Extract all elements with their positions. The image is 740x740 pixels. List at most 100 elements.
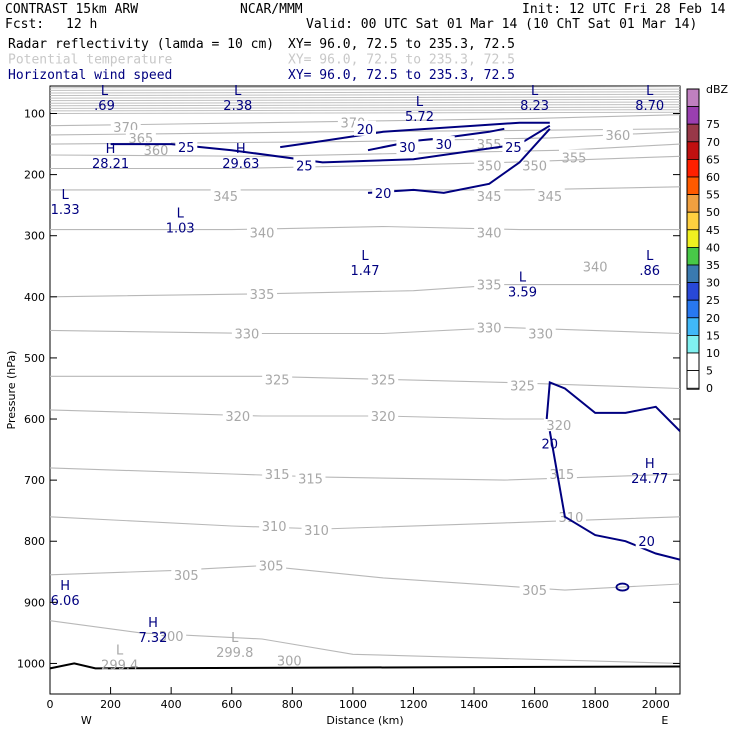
theta-label: 305 [259,560,284,575]
wind-line-20 [280,121,550,149]
theta-label-bg [543,417,574,433]
marker-value: 3.59 [508,286,537,301]
wind-line-20 [367,128,551,194]
theta-label-bg [546,466,577,482]
colorbar-level: 35 [706,259,720,272]
marker-value: 1.03 [166,221,195,236]
theta-line-330 [50,326,680,335]
y-tick-label: 500 [24,352,45,365]
marker-kind: L [646,249,654,264]
theta-label-bg [295,470,326,486]
x-tick-label: 200 [100,698,121,711]
colorbar-level: 15 [706,329,720,342]
wind-label-bg [538,435,561,451]
marker-value: 24.77 [631,472,668,487]
theta-label-bg [368,407,399,423]
theta-label: 330 [477,321,502,336]
wind-closed-contour [615,582,630,592]
theta-label: 305 [522,584,547,599]
theta-line-335 [50,284,680,298]
colorbar-swatch [686,264,700,284]
x-axis-label: Distance (km) [326,714,403,727]
colorbar-level: 20 [706,312,720,325]
model-title: CONTRAST 15km ARW [5,2,138,17]
colorbar-swatch [686,211,700,231]
theta-label: 355 [562,151,587,166]
marker-value: 28.21 [92,157,129,172]
theta-label-bg [519,582,550,598]
wind-label: 20 [357,123,374,138]
marker-kind: H [60,579,70,594]
colorbar-level: 45 [706,224,720,237]
colorbar-frame [686,88,700,390]
upper-theta-bundle [50,86,680,114]
theta-label: 335 [250,288,275,303]
theta-label-bg [141,142,172,158]
marker-kind: L [177,206,185,221]
theta-label: 335 [477,279,502,294]
wind-label: 20 [375,187,392,202]
colorbar-swatch [686,194,700,213]
theta-label: 310 [559,511,584,526]
theta-label-bg [222,407,253,423]
theta-label: 325 [510,379,535,394]
field-name-0: Radar reflectivity (lamda = 10 cm) [8,37,274,52]
wind-line-20 [545,380,680,432]
x-tick-label: 1200 [399,698,427,711]
marker-value: 8.23 [520,99,549,114]
theta-label-bg [171,566,202,582]
wind-label-bg [175,139,198,155]
theta-label: 310 [304,524,329,539]
theta-upper-line [50,96,680,99]
wind-label: 30 [435,138,452,153]
colorbar-swatch [686,106,700,125]
wind-label: 30 [399,141,416,156]
y-tick-label: 1000 [17,657,45,670]
theta-label-bg [247,224,278,240]
marker-kind: L [519,271,527,286]
colorbar-swatch [686,158,700,178]
theta-label: 300 [159,630,184,645]
theta-label-bg [474,187,505,203]
theta-upper-line [50,106,680,109]
colorbar-swatch [686,370,700,389]
colorbar-swatch [686,229,700,248]
theta-upper-line [50,111,680,114]
wind-line-20 [548,431,680,561]
marker-kind: H [236,142,246,157]
wind-label-bg [396,139,419,155]
theta-label: 345 [537,190,562,205]
theta-label: 315 [298,472,323,487]
wind-label-bg [502,139,525,155]
y-tick-label: 600 [24,413,45,426]
theta-upper-line [50,86,680,89]
valid-time: Valid: 00 UTC Sat 01 Mar 14 (10 ChT Sat … [306,17,697,32]
x-tick-label: 1600 [521,698,549,711]
fcst-label: Fcst: [5,17,44,32]
terrain-line [49,662,681,670]
colorbar-level: 30 [706,277,720,290]
wind-label-bg [293,157,316,173]
marker-kind: L [646,84,654,99]
theta-label: 360 [144,144,169,159]
wind-label-bg [372,184,395,200]
theta-label: 340 [477,227,502,242]
colorbar-level: 0 [706,382,713,395]
marker-value: 299.4 [101,658,138,673]
theta-label-bg [262,466,293,482]
theta-label: 330 [528,327,553,342]
colorbar-level: 25 [706,294,720,307]
theta-line-305 [50,565,680,591]
marker-kind: L [116,643,124,658]
theta-label-bg [274,652,305,668]
theta-label: 325 [371,373,396,388]
colorbar-swatch [686,123,700,143]
marker-value: 29.63 [222,157,259,172]
marker-value: 2.38 [223,99,252,114]
colorbar-level: 50 [706,206,720,219]
marker-value: 8.70 [635,99,664,114]
theta-label-bg [534,187,565,203]
theta-upper-line [50,91,680,94]
